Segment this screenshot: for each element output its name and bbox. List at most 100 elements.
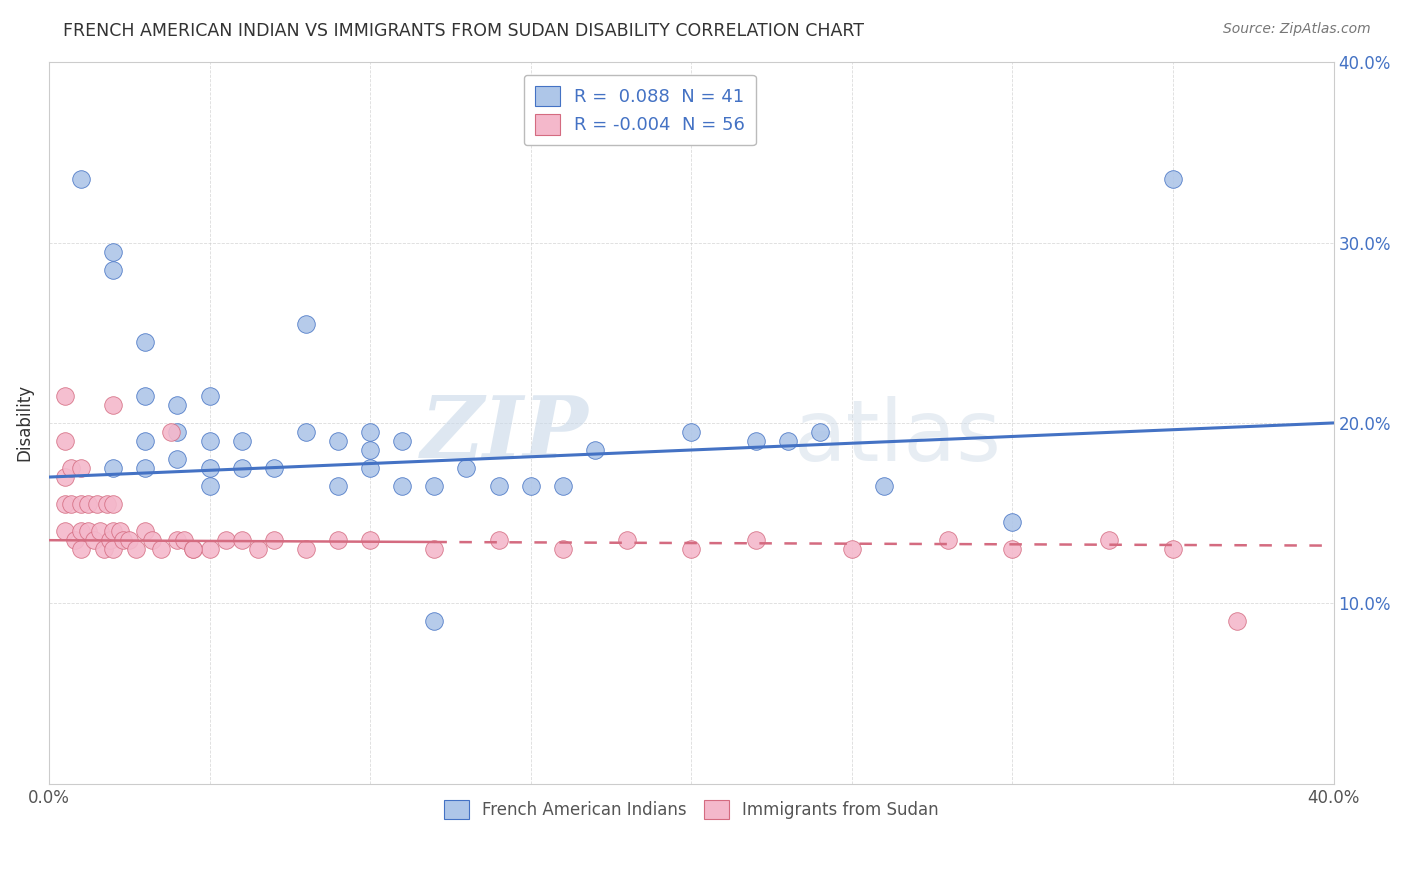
Point [103,524,125,538]
Point [744,434,766,448]
Point [488,533,510,548]
Point [519,479,541,493]
Point [103,398,125,412]
Point [198,542,221,557]
Point [183,542,205,557]
Point [681,425,703,439]
Point [141,533,163,548]
Point [423,479,446,493]
Point [231,461,253,475]
Point [60,461,83,475]
Text: ZIP: ZIP [420,392,589,475]
Point [103,244,125,259]
Text: atlas: atlas [794,396,1002,479]
Point [160,425,183,439]
Point [70,172,93,186]
Point [63,533,86,548]
Point [214,533,236,548]
Point [359,442,381,457]
Point [295,542,318,557]
Point [134,334,156,349]
Legend: French American Indians, Immigrants from Sudan: French American Indians, Immigrants from… [437,793,945,826]
Point [841,542,863,557]
Point [76,524,98,538]
Point [873,479,896,493]
Point [295,317,318,331]
Point [326,479,349,493]
Point [198,389,221,403]
Y-axis label: Disability: Disability [15,384,32,461]
Point [359,533,381,548]
Point [776,434,799,448]
Point [70,497,93,511]
Point [198,461,221,475]
Point [53,497,76,511]
Point [166,398,188,412]
Point [246,542,269,557]
Point [456,461,478,475]
Point [93,542,115,557]
Point [111,533,134,548]
Text: FRENCH AMERICAN INDIAN VS IMMIGRANTS FROM SUDAN DISABILITY CORRELATION CHART: FRENCH AMERICAN INDIAN VS IMMIGRANTS FRO… [63,22,865,40]
Point [53,524,76,538]
Point [1001,515,1024,529]
Point [150,542,173,557]
Point [183,542,205,557]
Point [60,497,83,511]
Point [89,524,111,538]
Point [808,425,831,439]
Point [295,425,318,439]
Point [1161,542,1184,557]
Point [53,434,76,448]
Point [423,542,446,557]
Point [936,533,959,548]
Point [198,479,221,493]
Point [423,615,446,629]
Point [118,533,141,548]
Text: Source: ZipAtlas.com: Source: ZipAtlas.com [1223,22,1371,37]
Point [551,479,574,493]
Point [488,479,510,493]
Point [108,524,131,538]
Point [134,434,156,448]
Point [583,442,606,457]
Point [166,425,188,439]
Point [83,533,105,548]
Point [166,533,188,548]
Point [103,262,125,277]
Point [125,542,148,557]
Point [1098,533,1121,548]
Point [616,533,638,548]
Point [98,533,121,548]
Point [1161,172,1184,186]
Point [70,461,93,475]
Point [231,533,253,548]
Point [359,425,381,439]
Point [359,461,381,475]
Point [70,542,93,557]
Point [103,461,125,475]
Point [103,542,125,557]
Point [76,497,98,511]
Point [326,533,349,548]
Point [391,434,413,448]
Point [70,524,93,538]
Point [53,389,76,403]
Point [744,533,766,548]
Point [103,497,125,511]
Point [551,542,574,557]
Point [134,524,156,538]
Point [391,479,413,493]
Point [86,497,108,511]
Point [1001,542,1024,557]
Point [326,434,349,448]
Point [173,533,195,548]
Point [263,461,285,475]
Point [134,461,156,475]
Point [198,434,221,448]
Point [263,533,285,548]
Point [134,389,156,403]
Point [231,434,253,448]
Point [53,470,76,484]
Point [166,452,188,467]
